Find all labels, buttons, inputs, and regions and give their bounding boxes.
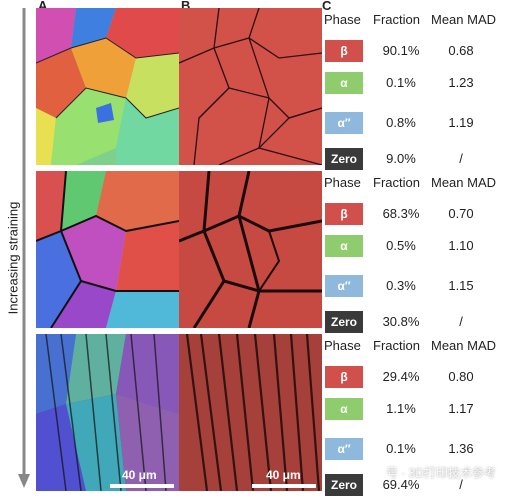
phase-chip: α: [325, 235, 363, 257]
phase-chip: Zero: [325, 148, 363, 170]
fraction-cell: 0.5%: [386, 238, 416, 253]
mad-cell: /: [459, 314, 463, 329]
phase-chip: Zero: [325, 311, 363, 333]
axis-label: Increasing straining: [5, 201, 21, 315]
mad-cell: 1.23: [448, 75, 474, 90]
phase-map-1: [179, 8, 322, 165]
phase-chip: β: [325, 203, 363, 225]
ipf-map-2: [36, 171, 179, 328]
table-header-mad: Mean MAD: [431, 338, 497, 353]
fraction-cell: 0.3%: [386, 278, 416, 293]
fraction-cell: 90.1%: [382, 43, 420, 58]
table-header-mad: Mean MAD: [431, 12, 497, 27]
phase-chip: α: [325, 398, 363, 420]
table-header-fraction: Fraction: [373, 338, 420, 353]
fraction-cell: 30.8%: [382, 314, 420, 329]
scale-label-b: 40 μm: [266, 468, 301, 482]
ipf-map-3: [36, 334, 179, 491]
phase-chip: α: [325, 72, 363, 94]
fraction-cell: 9.0%: [386, 151, 416, 166]
fraction-cell: 68.3%: [382, 206, 420, 221]
phase-map-3: [179, 334, 322, 491]
mad-cell: 1.36: [448, 441, 474, 456]
mad-cell: 0.70: [448, 206, 474, 221]
mad-cell: /: [459, 151, 463, 166]
phase-chip: α″: [325, 275, 363, 297]
mad-cell: 0.80: [448, 369, 474, 384]
table-header-phase: Phase: [324, 338, 361, 353]
fraction-cell: 29.4%: [382, 369, 420, 384]
phase-chip: α″: [325, 438, 363, 460]
panel-letter-a: A: [38, 0, 48, 13]
watermark: 号 · 3D打印技术参考: [385, 466, 496, 480]
phase-chip: Zero: [325, 474, 363, 496]
phase-map-2: [179, 171, 322, 328]
table-header-fraction: Fraction: [373, 12, 420, 27]
phase-chip: β: [325, 40, 363, 62]
fraction-cell: 0.1%: [386, 75, 416, 90]
mad-cell: /: [459, 477, 463, 492]
table-header-phase: Phase: [324, 12, 361, 27]
mad-cell: 1.10: [448, 238, 474, 253]
fraction-cell: 1.1%: [386, 401, 416, 416]
scale-label-a: 40 μm: [122, 468, 157, 482]
phase-chip: β: [325, 366, 363, 388]
table-header-phase: Phase: [324, 175, 361, 190]
scale-bar-b: [252, 484, 316, 488]
mad-cell: 1.17: [448, 401, 474, 416]
panel-letter-c: C: [322, 0, 332, 13]
table-header-fraction: Fraction: [373, 175, 420, 190]
fraction-cell: 0.1%: [386, 441, 416, 456]
mad-cell: 1.15: [448, 278, 474, 293]
panel-letter-b: B: [181, 0, 191, 13]
mad-cell: 0.68: [448, 43, 474, 58]
table-header-mad: Mean MAD: [431, 175, 497, 190]
phase-chip: α″: [325, 112, 363, 134]
straining-arrow: [0, 0, 30, 496]
mad-cell: 1.19: [448, 115, 474, 130]
fraction-cell: 69.4%: [382, 477, 420, 492]
fraction-cell: 0.8%: [386, 115, 416, 130]
ipf-map-1: [36, 8, 179, 165]
scale-bar-a: [110, 484, 174, 488]
